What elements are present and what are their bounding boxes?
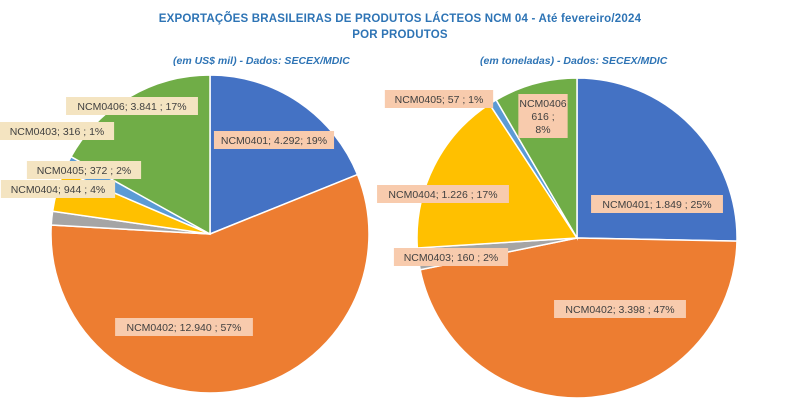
svg-text:NCM0401; 1.849 ; 25%: NCM0401; 1.849 ; 25% <box>602 199 711 211</box>
svg-text:NCM0406: NCM0406 <box>519 98 566 110</box>
svg-text:NCM0405; 57 ; 1%: NCM0405; 57 ; 1% <box>395 94 484 106</box>
data-label-ncm0401: NCM0401; 1.849 ; 25% <box>591 195 723 213</box>
svg-text:NCM0402; 12.940 ; 57%: NCM0402; 12.940 ; 57% <box>127 322 242 334</box>
data-label-ncm0403: NCM0403; 316 ; 1% <box>0 122 115 140</box>
data-label-ncm0404: NCM0404; 944 ; 4% <box>0 180 116 198</box>
svg-text:NCM0406; 3.841 ; 17%: NCM0406; 3.841 ; 17% <box>77 101 186 113</box>
svg-text:NCM0401; 4.292; 19%: NCM0401; 4.292; 19% <box>221 135 327 147</box>
chart-subtitle-usd: (em US$ mil) - Dados: SECEX/MDIC <box>173 55 350 67</box>
svg-text:616 ;: 616 ; <box>531 111 554 123</box>
pie-slice-ncm0404 <box>416 103 579 249</box>
svg-text:NCM0405; 372 ; 2%: NCM0405; 372 ; 2% <box>37 165 132 177</box>
svg-text:NCM0403; 316 ; 1%: NCM0403; 316 ; 1% <box>10 126 105 138</box>
pie-chart-usd: NCM0401; 4.292; 19% NCM0402; 12.940 ; 57%… <box>0 74 370 394</box>
pie-slice-ncm0401 <box>209 74 359 236</box>
data-label-ncm0402: NCM0402; 12.940 ; 57% <box>115 318 253 336</box>
pie-chart-tons: NCM0401; 1.849 ; 25% NCM0402; 3.398 ; 47%… <box>377 77 738 399</box>
data-label-ncm0404: NCM0404; 1.226 ; 17% <box>377 185 509 203</box>
pie-slice-ncm0401 <box>576 77 738 242</box>
data-label-ncm0406: NCM0406; 3.841 ; 17% <box>66 97 198 115</box>
chart-subtitle-tons: (em toneladas) - Dados: SECEX/MDIC <box>480 55 668 67</box>
chart-title: EXPORTAÇÕES BRASILEIRAS DE PRODUTOS LÁCT… <box>158 13 642 25</box>
data-label-ncm0401: NCM0401; 4.292; 19% <box>213 131 335 149</box>
chart-title-line2: POR PRODUTOS <box>352 29 448 41</box>
data-label-ncm0405: NCM0405; 57 ; 1% <box>384 90 494 108</box>
pie-slice-ncm0402 <box>50 173 370 394</box>
data-label-ncm0405: NCM0405; 372 ; 2% <box>26 161 142 179</box>
svg-text:NCM0403; 160 ; 2%: NCM0403; 160 ; 2% <box>404 252 499 264</box>
svg-text:NCM0402; 3.398 ; 47%: NCM0402; 3.398 ; 47% <box>565 304 674 316</box>
data-label-ncm0402: NCM0402; 3.398 ; 47% <box>554 300 686 318</box>
svg-text:NCM0404; 944 ; 4%: NCM0404; 944 ; 4% <box>11 184 106 196</box>
svg-text:NCM0404; 1.226 ; 17%: NCM0404; 1.226 ; 17% <box>388 189 497 201</box>
data-label-ncm0403: NCM0403; 160 ; 2% <box>393 248 509 266</box>
svg-text:8%: 8% <box>535 124 550 136</box>
